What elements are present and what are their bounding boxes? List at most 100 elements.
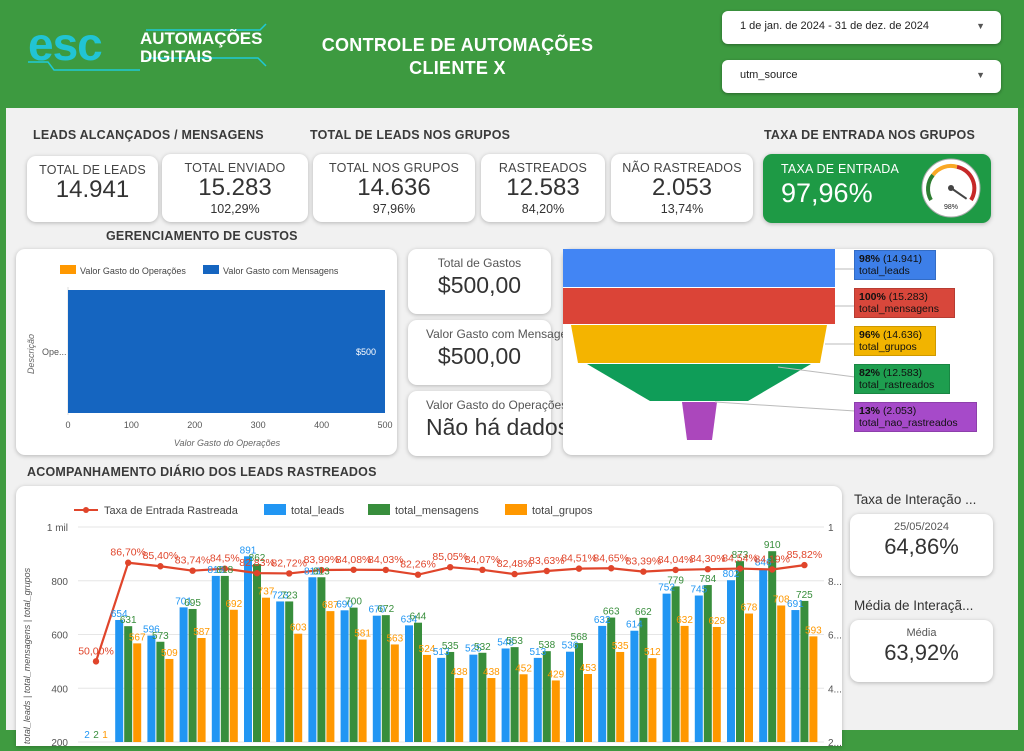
bar-mensagens-label: 725 (796, 590, 813, 601)
rate-label: 85,82% (787, 549, 823, 561)
average-interaction-title: Média de Interaçã... (854, 598, 974, 613)
rate-label: 84,65% (593, 552, 629, 564)
kpi-sub: 97,96% (372, 202, 416, 216)
bar-mensagens-label: 723 (281, 590, 298, 601)
rate-label: 50,00% (78, 645, 114, 657)
main-area: LEADS ALCANÇADOS / MENSAGENS TOTAL DE LE… (6, 108, 1018, 749)
bar-mensagens (156, 641, 165, 742)
rate-label: 83,74% (175, 555, 211, 567)
daily-ytick-left: 200 (51, 738, 68, 746)
bar-grupos-label: 1 (102, 730, 108, 741)
utm-source-value: utm_source (740, 69, 798, 81)
kpi-untracked: NÃO RASTREADOS 2.053 13,74% (611, 154, 753, 222)
rate-point (350, 566, 357, 573)
spend-total: Total de Gastos $500,00 (408, 249, 551, 314)
date-range-value: 1 de jan. de 2024 - 31 de dez. de 2024 (740, 20, 929, 32)
legend-swatch-total_grupos (505, 504, 527, 515)
bar-leads (372, 615, 381, 742)
rate-label: 84,30% (690, 553, 726, 565)
daily-ytick-left: 800 (51, 577, 68, 588)
spend-messages: Valor Gasto com Mensagens $500,00 (408, 320, 580, 385)
kpi-total-groups: TOTAL NOS GRUPOS 14.636 97,96% (313, 154, 475, 222)
daily-ytick-left: 1 mil (47, 523, 68, 534)
bar-mensagens (285, 601, 294, 742)
rate-point (221, 565, 228, 572)
spend-operations: Valor Gasto do Operações Não há dados (408, 391, 570, 456)
bar-grupos (487, 678, 496, 742)
bar-leads-label: 701 (175, 596, 192, 607)
spend-label: Valor Gasto com Mensagens (426, 327, 580, 341)
logo-mark: esc (28, 22, 102, 70)
rate-point (318, 566, 325, 574)
rate-label: 83,39% (626, 556, 662, 568)
bar-mensagens-label: 813 (313, 566, 330, 577)
bar-mensagens-label: 784 (699, 574, 716, 585)
logo: esc AUTOMAÇÕES DIGITAIS (28, 22, 267, 71)
kpi-label: TOTAL DE LEADS (39, 163, 146, 177)
funnel-segment-leads (563, 249, 835, 287)
bar-mensagens-label: 553 (506, 636, 523, 647)
bar-mensagens (575, 643, 583, 742)
utm-source-select[interactable]: utm_source ▼ (722, 60, 1001, 93)
bar-mensagens (220, 575, 229, 742)
bar-mensagens-label: 779 (667, 575, 684, 586)
cost-bar-value: $500 (356, 347, 376, 357)
kpi-value: 15.283 (198, 174, 272, 201)
bar-grupos-label: 593 (805, 625, 822, 636)
bar-grupos (648, 658, 657, 742)
bar-leads-label: 691 (787, 599, 804, 610)
bar-grupos-label: 512 (644, 647, 661, 658)
rate-point (575, 565, 583, 572)
bar-grupos-label: 708 (773, 594, 790, 605)
bar-mensagens (317, 577, 326, 742)
rate-label: 86,70% (110, 547, 146, 559)
bar-mensagens (639, 617, 648, 742)
title-line2: CLIENTE X (409, 58, 506, 78)
spend-value: Não há dados (426, 414, 570, 440)
bar-grupos-label: 687 (322, 600, 339, 611)
logo-line1: AUTOMAÇÕES (140, 28, 262, 48)
gauge-label: 98% (944, 204, 958, 211)
kpi-sub: 102,29% (210, 202, 260, 216)
bar-mensagens (124, 626, 133, 742)
rate-label: 84,5% (210, 553, 240, 565)
date-range-select[interactable]: 1 de jan. de 2024 - 31 de dez. de 2024 ▼ (722, 11, 1001, 44)
bar-grupos (390, 644, 399, 742)
bar-mensagens (253, 564, 261, 742)
legend-total_grupos: total_grupos (532, 505, 593, 517)
kpi-total-leads: TOTAL DE LEADS 14.941 (27, 156, 158, 222)
bar-grupos (551, 680, 560, 742)
rate-label: 84,19% (754, 553, 790, 565)
legend-total_leads: total_leads (291, 505, 345, 517)
bar-mensagens-label: 644 (410, 612, 427, 623)
bar-leads-label: 634 (401, 614, 418, 625)
bar-grupos (229, 609, 238, 742)
bar-leads (211, 575, 220, 742)
daily-ytick-left: 600 (51, 631, 68, 642)
bar-grupos (197, 637, 206, 742)
average-label: Média (906, 627, 937, 639)
bar-mensagens (768, 551, 777, 742)
section-title-costs: GERENCIAMENTO DE CUSTOS (106, 229, 298, 243)
kpi-value: 14.636 (357, 174, 431, 201)
bar-leads (340, 610, 349, 742)
spend-label: Total de Gastos (437, 256, 522, 270)
cost-xtick: 200 (187, 420, 202, 430)
bar-leads-label: 752 (658, 583, 675, 594)
bar-leads (437, 657, 446, 742)
cost-xtick: 100 (124, 420, 139, 430)
rate-point (608, 565, 615, 572)
cost-xtick: 0 (65, 420, 70, 430)
bar-leads-label: 723 (272, 590, 289, 601)
section-title-leads: LEADS ALCANÇADOS / MENSAGENS (33, 128, 264, 142)
rate-label: 85,05% (432, 551, 468, 563)
average-interaction-card: Média 63,92% (850, 620, 993, 682)
bar-leads (630, 630, 639, 742)
bar-leads (147, 635, 156, 742)
daily-chart-card: Taxa de Entrada Rastreada total_leads tota… (16, 486, 842, 749)
rate-point (704, 565, 711, 573)
rate-label: 84,51% (561, 553, 597, 565)
bar-leads (276, 601, 285, 742)
interaction-rate-card: 25/05/2024 64,86% (850, 514, 993, 576)
daily-ytick-right: 1 (828, 523, 834, 534)
